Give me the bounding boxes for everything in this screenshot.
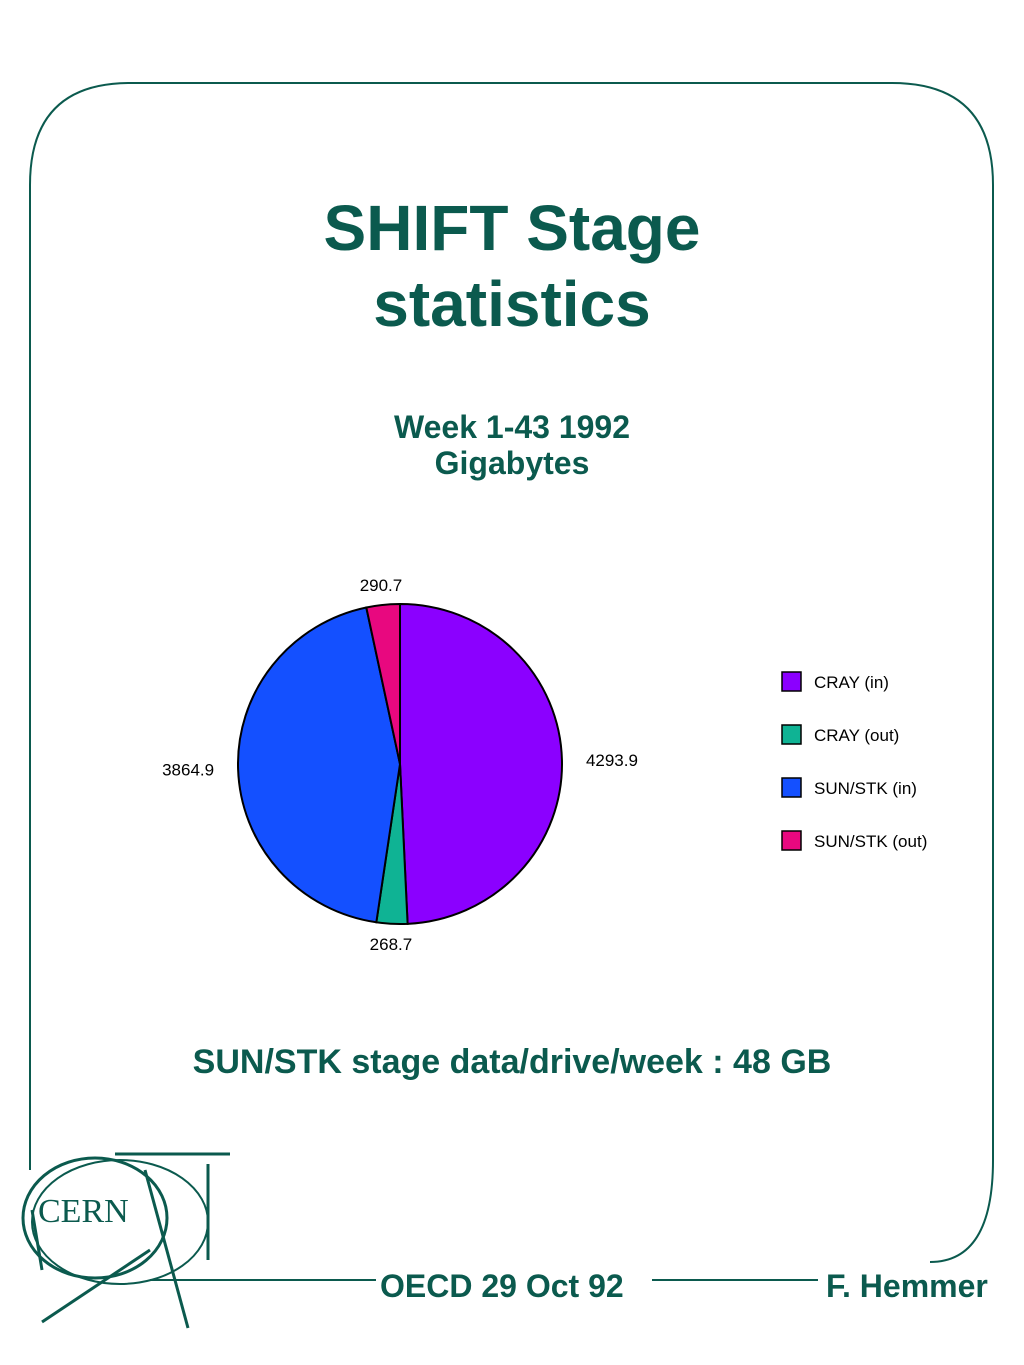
legend-swatch — [781, 724, 802, 745]
logo-text: CERN — [38, 1193, 129, 1230]
pie-value-label: 290.7 — [360, 576, 403, 595]
legend-swatch — [781, 671, 802, 692]
chart-legend: CRAY (in) CRAY (out) SUN/STK (in) SUN/STK (… — [781, 671, 927, 851]
chart-unit: Gigabytes — [434, 445, 590, 481]
chart-subtitle: Week 1-43 1992 — [393, 409, 631, 445]
legend-label: SUN/STK (out) — [814, 832, 927, 851]
legend-swatch — [781, 777, 802, 798]
rounded-frame-border-left — [29, 82, 131, 1170]
pie-value-label: 3864.9 — [162, 761, 214, 780]
slide-title-line1: SHIFT Stage — [323, 192, 701, 264]
cern-logo-icon: CERN — [21, 1152, 230, 1329]
legend-label: CRAY (out) — [814, 726, 899, 745]
slide-title-line2: statistics — [373, 268, 651, 340]
legend-label: SUN/STK (in) — [814, 779, 917, 798]
legend-swatch — [781, 830, 802, 851]
rounded-frame-border — [130, 82, 994, 1263]
pie-slice — [365, 602, 401, 765]
summary-footnote: SUN/STK stage data/drive/week : 48 GB — [192, 1043, 832, 1081]
legend-label: CRAY (in) — [814, 673, 889, 692]
pie-slices — [237, 602, 563, 925]
pie-value-labels: 4293.9 268.7 3864.9 290.7 — [162, 576, 638, 954]
pie-value-label: 268.7 — [370, 935, 413, 954]
pie-value-label: 4293.9 — [586, 751, 638, 770]
pie-slice — [237, 606, 402, 924]
pie-slice — [399, 602, 563, 925]
footer-author: F. Hemmer — [826, 1268, 988, 1304]
footer-event: OECD 29 Oct 92 — [380, 1268, 624, 1304]
